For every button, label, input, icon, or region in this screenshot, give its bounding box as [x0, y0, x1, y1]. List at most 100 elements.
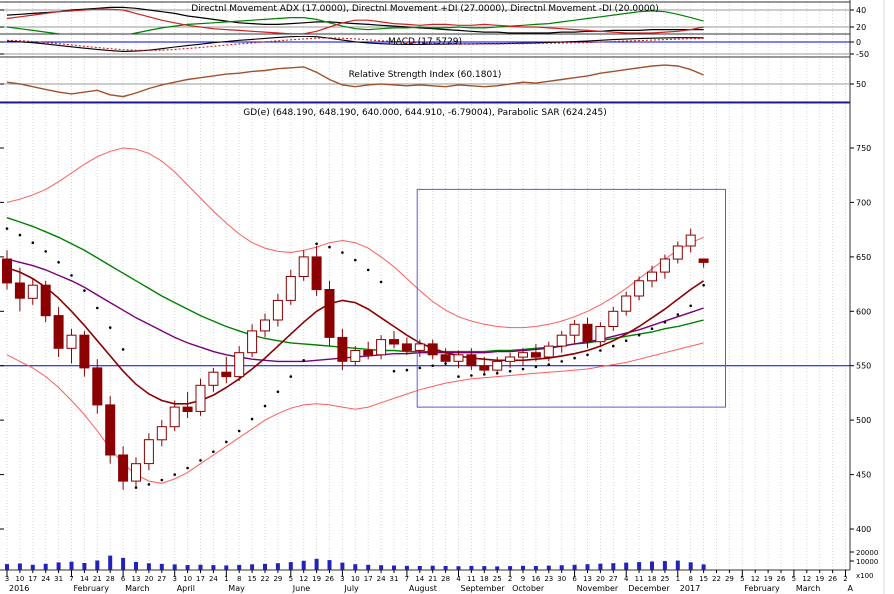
- svg-text:29: 29: [725, 575, 734, 583]
- svg-text:24: 24: [209, 575, 218, 583]
- svg-text:28: 28: [441, 575, 450, 583]
- svg-text:12: 12: [299, 575, 308, 583]
- svg-text:September: September: [461, 584, 506, 593]
- svg-text:April: April: [177, 584, 195, 593]
- svg-text:8: 8: [688, 575, 692, 583]
- svg-text:17: 17: [196, 575, 205, 583]
- svg-text:2: 2: [843, 575, 847, 583]
- svg-text:October: October: [512, 584, 545, 593]
- svg-text:29: 29: [273, 575, 282, 583]
- svg-text:19: 19: [815, 575, 824, 583]
- svg-text:6: 6: [572, 575, 577, 583]
- svg-text:23: 23: [544, 575, 553, 583]
- gridlines: [6, 2, 846, 570]
- svg-text:11: 11: [467, 575, 476, 583]
- svg-text:31: 31: [54, 575, 63, 583]
- svg-text:17: 17: [364, 575, 373, 583]
- svg-text:February: February: [744, 584, 780, 593]
- svg-text:8: 8: [237, 575, 241, 583]
- svg-text:1: 1: [224, 575, 228, 583]
- volume-bars: [5, 555, 706, 571]
- svg-text:24: 24: [377, 575, 386, 583]
- svg-text:2016: 2016: [9, 584, 29, 593]
- svg-text:11: 11: [635, 575, 644, 583]
- svg-text:15: 15: [248, 575, 257, 583]
- svg-text:6: 6: [121, 575, 126, 583]
- x-axis[interactable]: 3 10 17 24 31 7 14 21 28 6 13 20 27 3 10 17 24 1 8 15 22 29 5 1…: [5, 570, 854, 593]
- svg-text:10: 10: [351, 575, 360, 583]
- svg-text:May: May: [228, 584, 245, 593]
- svg-text:13: 13: [132, 575, 141, 583]
- svg-text:24: 24: [41, 575, 50, 583]
- svg-text:600: 600: [856, 307, 871, 316]
- svg-text:26: 26: [828, 575, 837, 583]
- svg-text:19: 19: [764, 575, 773, 583]
- svg-text:650: 650: [856, 253, 871, 262]
- svg-text:450: 450: [856, 471, 871, 480]
- svg-text:18: 18: [648, 575, 657, 583]
- svg-text:7: 7: [69, 575, 73, 583]
- svg-text:700: 700: [856, 198, 871, 207]
- svg-text:5: 5: [792, 575, 796, 583]
- svg-text:March: March: [125, 584, 149, 593]
- rsi-panel: [6, 64, 704, 98]
- parabolic-sar-dots: [5, 227, 705, 489]
- svg-text:50: 50: [856, 80, 866, 89]
- svg-text:12: 12: [751, 575, 760, 583]
- svg-text:25: 25: [660, 575, 669, 583]
- svg-text:3: 3: [340, 575, 344, 583]
- svg-text:26: 26: [777, 575, 786, 583]
- svg-text:3: 3: [172, 575, 176, 583]
- svg-text:20000: 20000: [856, 549, 878, 557]
- svg-text:20: 20: [144, 575, 153, 583]
- svg-text:13: 13: [583, 575, 592, 583]
- svg-text:2: 2: [508, 575, 512, 583]
- svg-text:28: 28: [106, 575, 115, 583]
- svg-text:1: 1: [676, 575, 680, 583]
- selection-box[interactable]: [416, 188, 726, 408]
- svg-text:20: 20: [856, 23, 866, 32]
- svg-text:A: A: [848, 584, 854, 593]
- svg-text:14: 14: [415, 575, 424, 583]
- svg-text:15: 15: [699, 575, 708, 583]
- adx-panel: [6, 6, 704, 34]
- svg-text:21: 21: [93, 575, 102, 583]
- svg-text:30: 30: [557, 575, 566, 583]
- y-axis-labels[interactable]: 40200-5050750700650600550500450400200001…: [0, 6, 878, 580]
- svg-text:5: 5: [740, 575, 744, 583]
- svg-text:10000: 10000: [856, 558, 878, 566]
- svg-text:31: 31: [390, 575, 399, 583]
- svg-text:November: November: [577, 584, 619, 593]
- macd-panel: [6, 36, 704, 52]
- svg-text:9: 9: [521, 575, 525, 583]
- svg-text:750: 750: [856, 144, 871, 153]
- svg-text:10: 10: [15, 575, 24, 583]
- svg-text:500: 500: [856, 416, 871, 425]
- svg-text:5: 5: [289, 575, 293, 583]
- svg-text:12: 12: [802, 575, 811, 583]
- svg-text:27: 27: [157, 575, 166, 583]
- svg-text:18: 18: [480, 575, 489, 583]
- svg-text:June: June: [292, 584, 311, 593]
- svg-text:4: 4: [624, 575, 629, 583]
- candles: [2, 228, 709, 490]
- price-panel: [2, 147, 726, 490]
- svg-text:3: 3: [5, 575, 9, 583]
- svg-text:July: July: [343, 584, 359, 593]
- svg-text:26: 26: [325, 575, 334, 583]
- svg-text:December: December: [628, 584, 670, 593]
- svg-text:40: 40: [856, 6, 866, 15]
- svg-text:25: 25: [493, 575, 502, 583]
- svg-text:February: February: [74, 584, 110, 593]
- svg-text:x100: x100: [856, 572, 874, 580]
- svg-text:14: 14: [80, 575, 89, 583]
- svg-text:19: 19: [312, 575, 321, 583]
- svg-text:400: 400: [856, 525, 871, 534]
- svg-text:20: 20: [596, 575, 605, 583]
- svg-text:10: 10: [183, 575, 192, 583]
- svg-text:0: 0: [856, 38, 861, 47]
- svg-text:-50: -50: [856, 50, 869, 59]
